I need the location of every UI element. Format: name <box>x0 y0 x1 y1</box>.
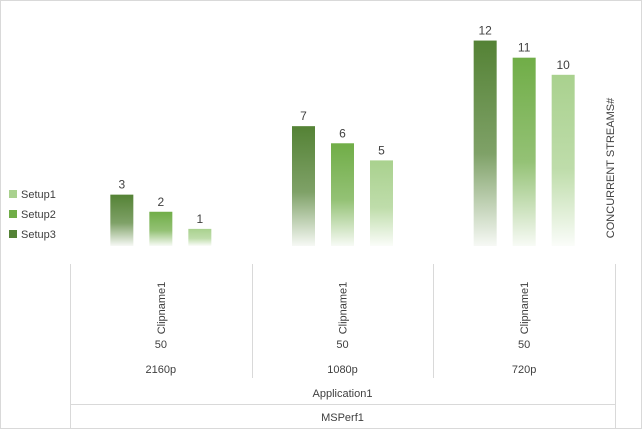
legend-label: Setup1 <box>21 189 56 201</box>
tick-label-clip: Clipname1 <box>338 282 350 335</box>
bar-setup2-1080p <box>331 143 354 246</box>
data-label: 12 <box>478 24 492 38</box>
data-label: 11 <box>518 41 531 55</box>
tick-label-bitrate: 50 <box>336 339 348 351</box>
bar-setup1-2160p <box>188 228 212 246</box>
legend-label: Setup3 <box>21 229 56 241</box>
bar-setup1-1080p <box>370 160 393 246</box>
tick-label-clip: Clipname1 <box>519 282 531 335</box>
category-axis: Clipname1 50 2160p Clipname1 50 1080p Clipname… <box>70 264 616 429</box>
data-label: 10 <box>556 58 570 72</box>
tick-label-suite: MSPerf1 <box>321 412 364 424</box>
bars-layer <box>110 40 575 247</box>
bar-setup2-720p <box>512 57 536 247</box>
data-label: 1 <box>196 212 203 226</box>
tick-label-resolution: 2160p <box>146 364 177 376</box>
legend-swatch <box>9 230 17 238</box>
legend: Setup1 Setup2 Setup3 <box>9 189 56 241</box>
tick-label-resolution: 720p <box>512 364 536 376</box>
data-label: 3 <box>118 178 125 192</box>
bar-setup2-2160p <box>149 211 173 246</box>
data-label: 7 <box>300 109 307 123</box>
bar-setup3-2160p <box>110 194 134 246</box>
tick-label-application: Application1 <box>313 388 373 400</box>
legend-swatch <box>9 210 17 218</box>
y-axis-title: CONCURRENT STREAMS# <box>605 97 617 238</box>
bar-setup3-720p <box>473 40 497 247</box>
data-label: 6 <box>339 126 346 140</box>
legend-label: Setup2 <box>21 209 56 221</box>
tick-label-resolution: 1080p <box>327 364 358 376</box>
bar-setup1-720p <box>551 74 575 246</box>
tick-label-bitrate: 50 <box>518 339 530 351</box>
data-labels-layer: 3 2 1 7 6 5 12 11 10 <box>118 24 570 226</box>
data-label: 5 <box>378 143 385 157</box>
tick-label-clip: Clipname1 <box>156 282 168 335</box>
tick-label-bitrate: 50 <box>155 339 167 351</box>
data-label: 2 <box>157 195 164 209</box>
legend-swatch <box>9 190 17 198</box>
bar-setup3-1080p <box>292 126 315 246</box>
